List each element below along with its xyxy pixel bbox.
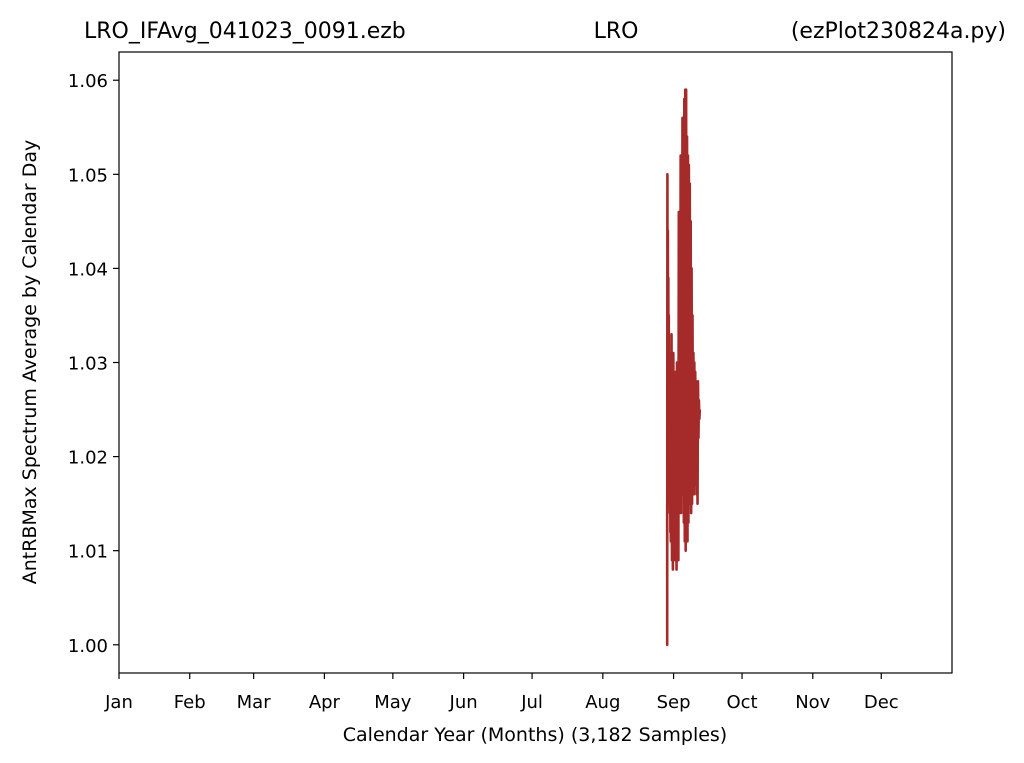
y-tick-label: 1.01 xyxy=(68,542,108,563)
x-tick-label: Dec xyxy=(864,692,899,713)
chart-title-script: (ezPlot230824a.py) xyxy=(791,19,1006,44)
y-tick-label: 1.02 xyxy=(68,448,108,469)
x-tick-label: Sep xyxy=(657,692,691,713)
plot-frame xyxy=(118,51,953,674)
series-layer xyxy=(665,88,702,647)
y-tick-label: 1.05 xyxy=(68,165,108,186)
x-tick-label: Mar xyxy=(237,692,272,713)
x-tick-label: Nov xyxy=(795,692,830,713)
x-tick-label: Jan xyxy=(104,692,133,713)
x-axis: Jan Feb Mar Apr May Jun Jul Aug Sep Oct Nov Dec xyxy=(104,673,899,713)
y-tick-label: 1.06 xyxy=(68,71,108,92)
y-tick-label: 1.00 xyxy=(68,636,108,657)
x-tick-label: Oct xyxy=(726,692,757,713)
chart-title-file: LRO_IFAvg_041023_0091.ezb xyxy=(84,19,406,44)
y-axis: 1.00 1.01 1.02 1.03 1.04 1.05 1.06 xyxy=(68,71,119,657)
series-line xyxy=(665,88,702,647)
y-axis-label: AntRBMax Spectrum Average by Calendar Da… xyxy=(19,140,41,585)
chart-title-center: LRO xyxy=(594,19,639,44)
x-tick-label: Jun xyxy=(449,692,478,713)
y-tick-label: 1.03 xyxy=(68,354,108,375)
x-tick-label: Apr xyxy=(309,692,341,713)
x-tick-label: Jul xyxy=(520,692,543,713)
x-tick-label: Aug xyxy=(585,692,620,713)
y-tick-label: 1.04 xyxy=(68,259,108,280)
chart-title: LRO_IFAvg_041023_0091.ezb LRO (ezPlot230… xyxy=(84,19,1006,44)
x-axis-label: Calendar Year (Months) (3,182 Samples) xyxy=(343,724,727,746)
x-tick-label: Feb xyxy=(174,692,206,713)
x-tick-label: May xyxy=(374,692,412,713)
